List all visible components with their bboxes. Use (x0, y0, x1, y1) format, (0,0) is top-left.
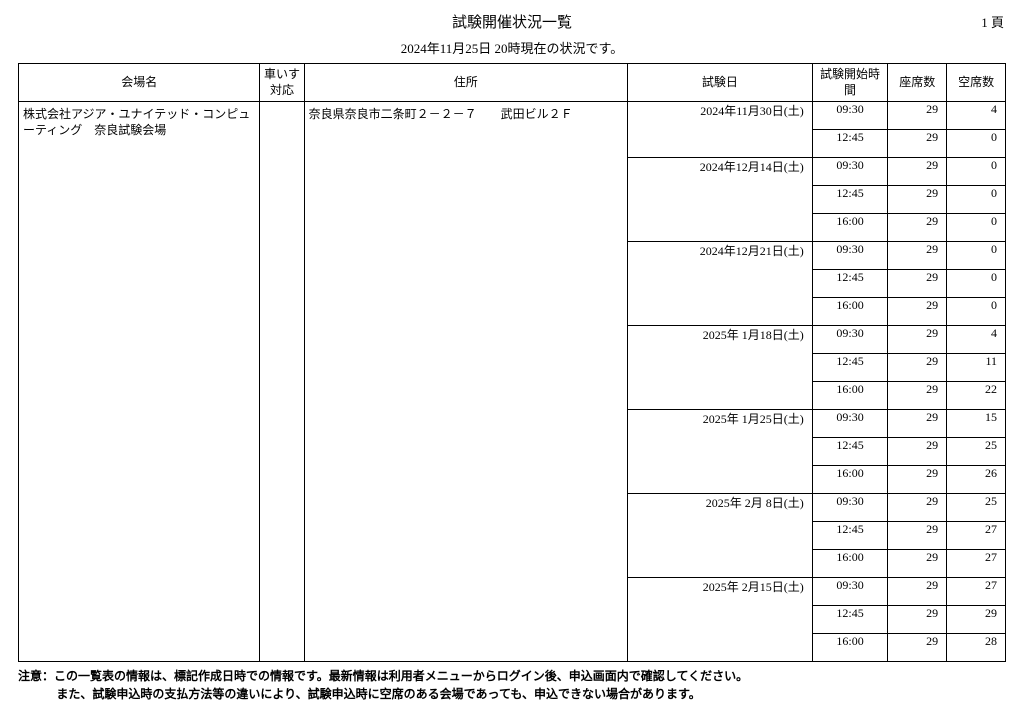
col-time-header: 試験開始時間 (812, 64, 888, 102)
seats-cell: 29 (888, 270, 947, 298)
vacancies-cell: 28 (947, 634, 1006, 662)
table-header-row: 会場名 車いす対応 住所 試験日 試験開始時間 座席数 空席数 (19, 64, 1006, 102)
vacancies-cell: 0 (947, 270, 1006, 298)
seats-cell: 29 (888, 298, 947, 326)
vacancies-cell: 0 (947, 158, 1006, 186)
date-cell: 2025年 1月25日(土) (627, 410, 812, 494)
footnote-line2: また、試験申込時の支払方法等の違いにより、試験申込時に空席のある会場であっても、… (18, 686, 701, 703)
time-cell: 09:30 (812, 326, 888, 354)
time-cell: 09:30 (812, 494, 888, 522)
footnote: 注意：この一覧表の情報は、標記作成日時での情報です。最新情報は利用者メニューから… (18, 668, 1006, 703)
time-cell: 16:00 (812, 634, 888, 662)
seats-cell: 29 (888, 130, 947, 158)
seats-cell: 29 (888, 578, 947, 606)
col-address-header: 住所 (304, 64, 627, 102)
vacancies-cell: 25 (947, 438, 1006, 466)
seats-cell: 29 (888, 466, 947, 494)
time-cell: 09:30 (812, 102, 888, 130)
time-cell: 09:30 (812, 410, 888, 438)
subtitle: 2024年11月25日 20時現在の状況です。 (18, 38, 1006, 57)
time-cell: 12:45 (812, 270, 888, 298)
col-venue-header: 会場名 (19, 64, 260, 102)
vacancies-cell: 26 (947, 466, 1006, 494)
col-seats-header: 座席数 (888, 64, 947, 102)
address-cell: 奈良県奈良市二条町２－２－７ 武田ビル２Ｆ (304, 102, 627, 662)
time-cell: 16:00 (812, 298, 888, 326)
col-wheelchair-header: 車いす対応 (260, 64, 304, 102)
vacancies-cell: 25 (947, 494, 1006, 522)
vacancies-cell: 0 (947, 214, 1006, 242)
time-cell: 12:45 (812, 438, 888, 466)
title-row: 試験開催状況一覧 1 頁 (18, 12, 1006, 34)
time-cell: 12:45 (812, 354, 888, 382)
venue-cell: 株式会社アジア・ユナイテッド・コンピューティング 奈良試験会場 (19, 102, 260, 662)
time-cell: 12:45 (812, 130, 888, 158)
time-cell: 09:30 (812, 158, 888, 186)
footnote-line1: 注意：この一覧表の情報は、標記作成日時での情報です。最新情報は利用者メニューから… (18, 669, 748, 683)
seats-cell: 29 (888, 242, 947, 270)
date-cell: 2024年11月30日(土) (627, 102, 812, 158)
page: 試験開催状況一覧 1 頁 2024年11月25日 20時現在の状況です。 会場名… (0, 0, 1024, 724)
vacancies-cell: 4 (947, 326, 1006, 354)
table-body: 株式会社アジア・ユナイテッド・コンピューティング 奈良試験会場奈良県奈良市二条町… (19, 102, 1006, 662)
page-number: 1 頁 (981, 12, 1004, 31)
vacancies-cell: 27 (947, 550, 1006, 578)
col-date-header: 試験日 (627, 64, 812, 102)
time-cell: 12:45 (812, 522, 888, 550)
seats-cell: 29 (888, 354, 947, 382)
date-cell: 2025年 2月 8日(土) (627, 494, 812, 578)
vacancies-cell: 27 (947, 578, 1006, 606)
time-cell: 16:00 (812, 382, 888, 410)
date-cell: 2024年12月14日(土) (627, 158, 812, 242)
date-cell: 2025年 1月18日(土) (627, 326, 812, 410)
vacancies-cell: 15 (947, 410, 1006, 438)
seats-cell: 29 (888, 522, 947, 550)
vacancies-cell: 0 (947, 130, 1006, 158)
time-cell: 12:45 (812, 186, 888, 214)
seats-cell: 29 (888, 382, 947, 410)
schedule-table: 会場名 車いす対応 住所 試験日 試験開始時間 座席数 空席数 株式会社アジア・… (18, 63, 1006, 662)
seats-cell: 29 (888, 606, 947, 634)
vacancies-cell: 0 (947, 242, 1006, 270)
time-cell: 16:00 (812, 466, 888, 494)
date-cell: 2024年12月21日(土) (627, 242, 812, 326)
seats-cell: 29 (888, 550, 947, 578)
time-cell: 16:00 (812, 550, 888, 578)
seats-cell: 29 (888, 410, 947, 438)
vacancies-cell: 27 (947, 522, 1006, 550)
date-cell: 2025年 2月15日(土) (627, 578, 812, 662)
vacancies-cell: 0 (947, 298, 1006, 326)
col-vacancies-header: 空席数 (947, 64, 1006, 102)
vacancies-cell: 4 (947, 102, 1006, 130)
table-row: 株式会社アジア・ユナイテッド・コンピューティング 奈良試験会場奈良県奈良市二条町… (19, 102, 1006, 130)
wheelchair-cell (260, 102, 304, 662)
seats-cell: 29 (888, 158, 947, 186)
time-cell: 09:30 (812, 578, 888, 606)
seats-cell: 29 (888, 494, 947, 522)
seats-cell: 29 (888, 102, 947, 130)
vacancies-cell: 11 (947, 354, 1006, 382)
vacancies-cell: 22 (947, 382, 1006, 410)
seats-cell: 29 (888, 186, 947, 214)
page-title: 試験開催状況一覧 (18, 12, 1006, 34)
vacancies-cell: 0 (947, 186, 1006, 214)
time-cell: 12:45 (812, 606, 888, 634)
seats-cell: 29 (888, 326, 947, 354)
seats-cell: 29 (888, 438, 947, 466)
time-cell: 09:30 (812, 242, 888, 270)
time-cell: 16:00 (812, 214, 888, 242)
seats-cell: 29 (888, 214, 947, 242)
vacancies-cell: 29 (947, 606, 1006, 634)
seats-cell: 29 (888, 634, 947, 662)
